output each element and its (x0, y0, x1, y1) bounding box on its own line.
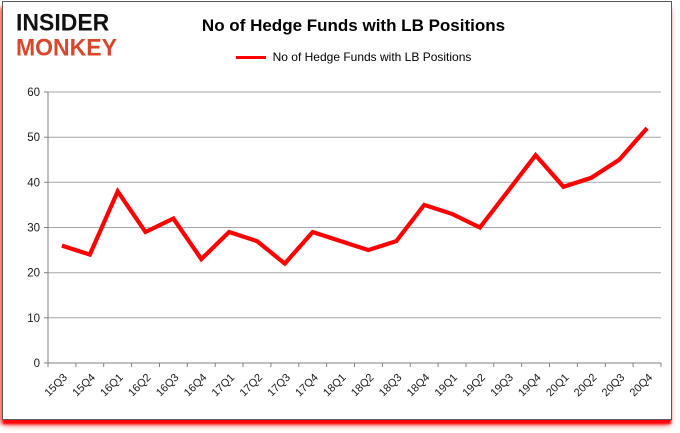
x-tick-label: 20Q2 (572, 372, 600, 400)
y-tick-label: 30 (27, 223, 40, 235)
chart-card: INSIDER MONKEY No of Hedge Funds with LB… (2, 1, 672, 420)
x-tick-label: 19Q3 (488, 372, 516, 400)
x-tick-label: 19Q2 (460, 372, 488, 400)
y-tick-label: 40 (27, 177, 40, 189)
y-tick-label: 20 (27, 268, 40, 280)
brand-logo-insider: INSIDER (16, 8, 110, 36)
x-tick-label: 16Q3 (154, 372, 182, 400)
chart-header: No of Hedge Funds with LB Positions No o… (48, 2, 659, 64)
x-tick-label: 17Q2 (238, 372, 266, 400)
x-tick-label: 20Q1 (544, 372, 572, 400)
x-tick-label: 16Q4 (182, 372, 210, 400)
page-title: No of Hedge Funds with LB Positions (201, 16, 506, 35)
brand-logo: INSIDER MONKEY (16, 8, 117, 61)
y-tick-label: 10 (27, 313, 40, 325)
chart-legend: No of Hedge Funds with LB Positions (48, 50, 659, 64)
brand-logo-monkey: MONKEY (16, 33, 117, 61)
x-tick-label: 19Q1 (433, 372, 461, 400)
x-tick-label: 17Q4 (293, 372, 321, 400)
x-tick-label: 18Q3 (377, 372, 405, 400)
x-tick-label: 20Q3 (600, 372, 628, 400)
legend-label: No of Hedge Funds with LB Positions (272, 50, 472, 64)
y-tick-label: 50 (27, 132, 40, 144)
legend-line-swatch (235, 55, 266, 59)
x-tick-label: 18Q1 (321, 372, 349, 400)
x-tick-label: 20Q4 (628, 372, 656, 400)
x-tick-label: 17Q1 (210, 372, 238, 400)
x-tick-label: 15Q4 (70, 372, 98, 400)
x-tick-label: 18Q2 (349, 372, 377, 400)
x-tick-label: 17Q3 (265, 372, 293, 400)
series-line (61, 126, 649, 267)
x-tick-label: 16Q1 (98, 372, 126, 400)
x-tick-label: 18Q4 (405, 372, 433, 400)
y-tick-label: 60 (27, 87, 40, 99)
x-tick-label: 16Q2 (126, 372, 154, 400)
y-tick-label: 0 (34, 358, 40, 370)
x-tick-label: 15Q3 (42, 372, 70, 400)
x-tick-label: 19Q4 (516, 372, 544, 400)
